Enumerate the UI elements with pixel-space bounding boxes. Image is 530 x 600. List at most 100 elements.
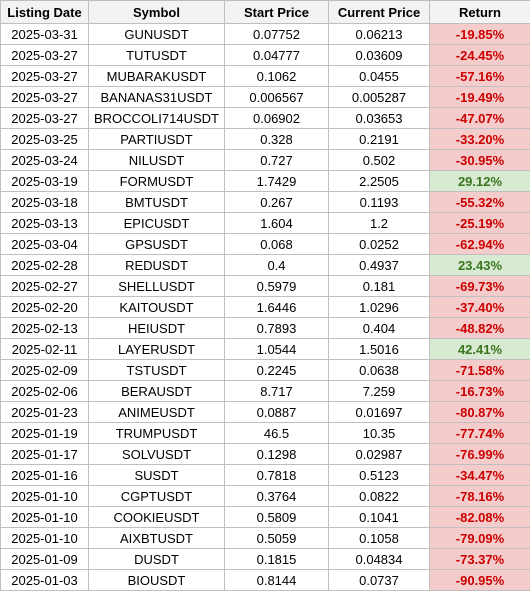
symbol-cell[interactable]: PARTIUSDT	[88, 128, 225, 150]
symbol-cell[interactable]: KAITOUSDT	[88, 296, 225, 318]
listing-date-cell[interactable]: 2025-03-31	[0, 23, 89, 45]
start-price-cell[interactable]: 0.7818	[224, 464, 329, 486]
start-price-cell[interactable]: 0.267	[224, 191, 329, 213]
start-price-cell[interactable]: 0.4	[224, 254, 329, 276]
listing-date-cell[interactable]: 2025-01-23	[0, 401, 89, 423]
header-return[interactable]: Return	[429, 0, 530, 24]
start-price-cell[interactable]: 0.727	[224, 149, 329, 171]
start-price-cell[interactable]: 0.006567	[224, 86, 329, 108]
start-price-cell[interactable]: 1.604	[224, 212, 329, 234]
current-price-cell[interactable]: 0.0252	[328, 233, 430, 255]
listing-date-cell[interactable]: 2025-03-25	[0, 128, 89, 150]
symbol-cell[interactable]: BERAUSDT	[88, 380, 225, 402]
symbol-cell[interactable]: BIOUSDT	[88, 569, 225, 591]
start-price-cell[interactable]: 46.5	[224, 422, 329, 444]
listing-date-cell[interactable]: 2025-01-09	[0, 548, 89, 570]
current-price-cell[interactable]: 0.5123	[328, 464, 430, 486]
start-price-cell[interactable]: 0.04777	[224, 44, 329, 66]
listing-date-cell[interactable]: 2025-01-10	[0, 485, 89, 507]
listing-date-cell[interactable]: 2025-02-06	[0, 380, 89, 402]
return-cell[interactable]: -24.45%	[429, 44, 530, 66]
listing-date-cell[interactable]: 2025-01-19	[0, 422, 89, 444]
listing-date-cell[interactable]: 2025-03-27	[0, 107, 89, 129]
return-cell[interactable]: -82.08%	[429, 506, 530, 528]
symbol-cell[interactable]: ANIMEUSDT	[88, 401, 225, 423]
current-price-cell[interactable]: 0.03653	[328, 107, 430, 129]
return-cell[interactable]: -80.87%	[429, 401, 530, 423]
return-cell[interactable]: -69.73%	[429, 275, 530, 297]
listing-date-cell[interactable]: 2025-02-09	[0, 359, 89, 381]
symbol-cell[interactable]: MUBARAKUSDT	[88, 65, 225, 87]
listing-date-cell[interactable]: 2025-02-28	[0, 254, 89, 276]
start-price-cell[interactable]: 0.328	[224, 128, 329, 150]
return-cell[interactable]: 29.12%	[429, 170, 530, 192]
return-cell[interactable]: -25.19%	[429, 212, 530, 234]
current-price-cell[interactable]: 0.0822	[328, 485, 430, 507]
symbol-cell[interactable]: COOKIEUSDT	[88, 506, 225, 528]
current-price-cell[interactable]: 0.06213	[328, 23, 430, 45]
start-price-cell[interactable]: 8.717	[224, 380, 329, 402]
start-price-cell[interactable]: 1.6446	[224, 296, 329, 318]
listing-date-cell[interactable]: 2025-03-27	[0, 65, 89, 87]
start-price-cell[interactable]: 0.5059	[224, 527, 329, 549]
start-price-cell[interactable]: 1.0544	[224, 338, 329, 360]
current-price-cell[interactable]: 0.502	[328, 149, 430, 171]
current-price-cell[interactable]: 7.259	[328, 380, 430, 402]
symbol-cell[interactable]: BROCCOLI714USDT	[88, 107, 225, 129]
return-cell[interactable]: -62.94%	[429, 233, 530, 255]
return-cell[interactable]: -55.32%	[429, 191, 530, 213]
listing-date-cell[interactable]: 2025-01-10	[0, 527, 89, 549]
current-price-cell[interactable]: 0.03609	[328, 44, 430, 66]
return-cell[interactable]: -76.99%	[429, 443, 530, 465]
return-cell[interactable]: -79.09%	[429, 527, 530, 549]
current-price-cell[interactable]: 0.01697	[328, 401, 430, 423]
current-price-cell[interactable]: 0.4937	[328, 254, 430, 276]
listing-date-cell[interactable]: 2025-03-13	[0, 212, 89, 234]
symbol-cell[interactable]: FORMUSDT	[88, 170, 225, 192]
header-symbol[interactable]: Symbol	[88, 0, 225, 24]
header-current-price[interactable]: Current Price	[328, 0, 430, 24]
current-price-cell[interactable]: 1.2	[328, 212, 430, 234]
start-price-cell[interactable]: 0.5979	[224, 275, 329, 297]
symbol-cell[interactable]: NILUSDT	[88, 149, 225, 171]
current-price-cell[interactable]: 0.0737	[328, 569, 430, 591]
return-cell[interactable]: -57.16%	[429, 65, 530, 87]
symbol-cell[interactable]: BANANAS31USDT	[88, 86, 225, 108]
start-price-cell[interactable]: 0.8144	[224, 569, 329, 591]
return-cell[interactable]: -78.16%	[429, 485, 530, 507]
listing-date-cell[interactable]: 2025-01-10	[0, 506, 89, 528]
return-cell[interactable]: -48.82%	[429, 317, 530, 339]
listing-date-cell[interactable]: 2025-02-11	[0, 338, 89, 360]
symbol-cell[interactable]: AIXBTUSDT	[88, 527, 225, 549]
listing-date-cell[interactable]: 2025-02-27	[0, 275, 89, 297]
current-price-cell[interactable]: 0.0638	[328, 359, 430, 381]
return-cell[interactable]: -77.74%	[429, 422, 530, 444]
current-price-cell[interactable]: 0.181	[328, 275, 430, 297]
listing-date-cell[interactable]: 2025-02-20	[0, 296, 89, 318]
symbol-cell[interactable]: DUSDT	[88, 548, 225, 570]
symbol-cell[interactable]: EPICUSDT	[88, 212, 225, 234]
current-price-cell[interactable]: 0.1041	[328, 506, 430, 528]
current-price-cell[interactable]: 0.005287	[328, 86, 430, 108]
listing-date-cell[interactable]: 2025-01-16	[0, 464, 89, 486]
current-price-cell[interactable]: 0.404	[328, 317, 430, 339]
symbol-cell[interactable]: TSTUSDT	[88, 359, 225, 381]
return-cell[interactable]: -34.47%	[429, 464, 530, 486]
symbol-cell[interactable]: TUTUSDT	[88, 44, 225, 66]
start-price-cell[interactable]: 0.0887	[224, 401, 329, 423]
return-cell[interactable]: -47.07%	[429, 107, 530, 129]
return-cell[interactable]: -33.20%	[429, 128, 530, 150]
symbol-cell[interactable]: SUSDT	[88, 464, 225, 486]
return-cell[interactable]: -19.85%	[429, 23, 530, 45]
return-cell[interactable]: 42.41%	[429, 338, 530, 360]
listing-date-cell[interactable]: 2025-02-13	[0, 317, 89, 339]
symbol-cell[interactable]: SHELLUSDT	[88, 275, 225, 297]
return-cell[interactable]: -19.49%	[429, 86, 530, 108]
start-price-cell[interactable]: 0.3764	[224, 485, 329, 507]
listing-date-cell[interactable]: 2025-03-27	[0, 86, 89, 108]
current-price-cell[interactable]: 10.35	[328, 422, 430, 444]
current-price-cell[interactable]: 1.5016	[328, 338, 430, 360]
listing-date-cell[interactable]: 2025-03-19	[0, 170, 89, 192]
header-listing-date[interactable]: Listing Date	[0, 0, 89, 24]
symbol-cell[interactable]: GPSUSDT	[88, 233, 225, 255]
